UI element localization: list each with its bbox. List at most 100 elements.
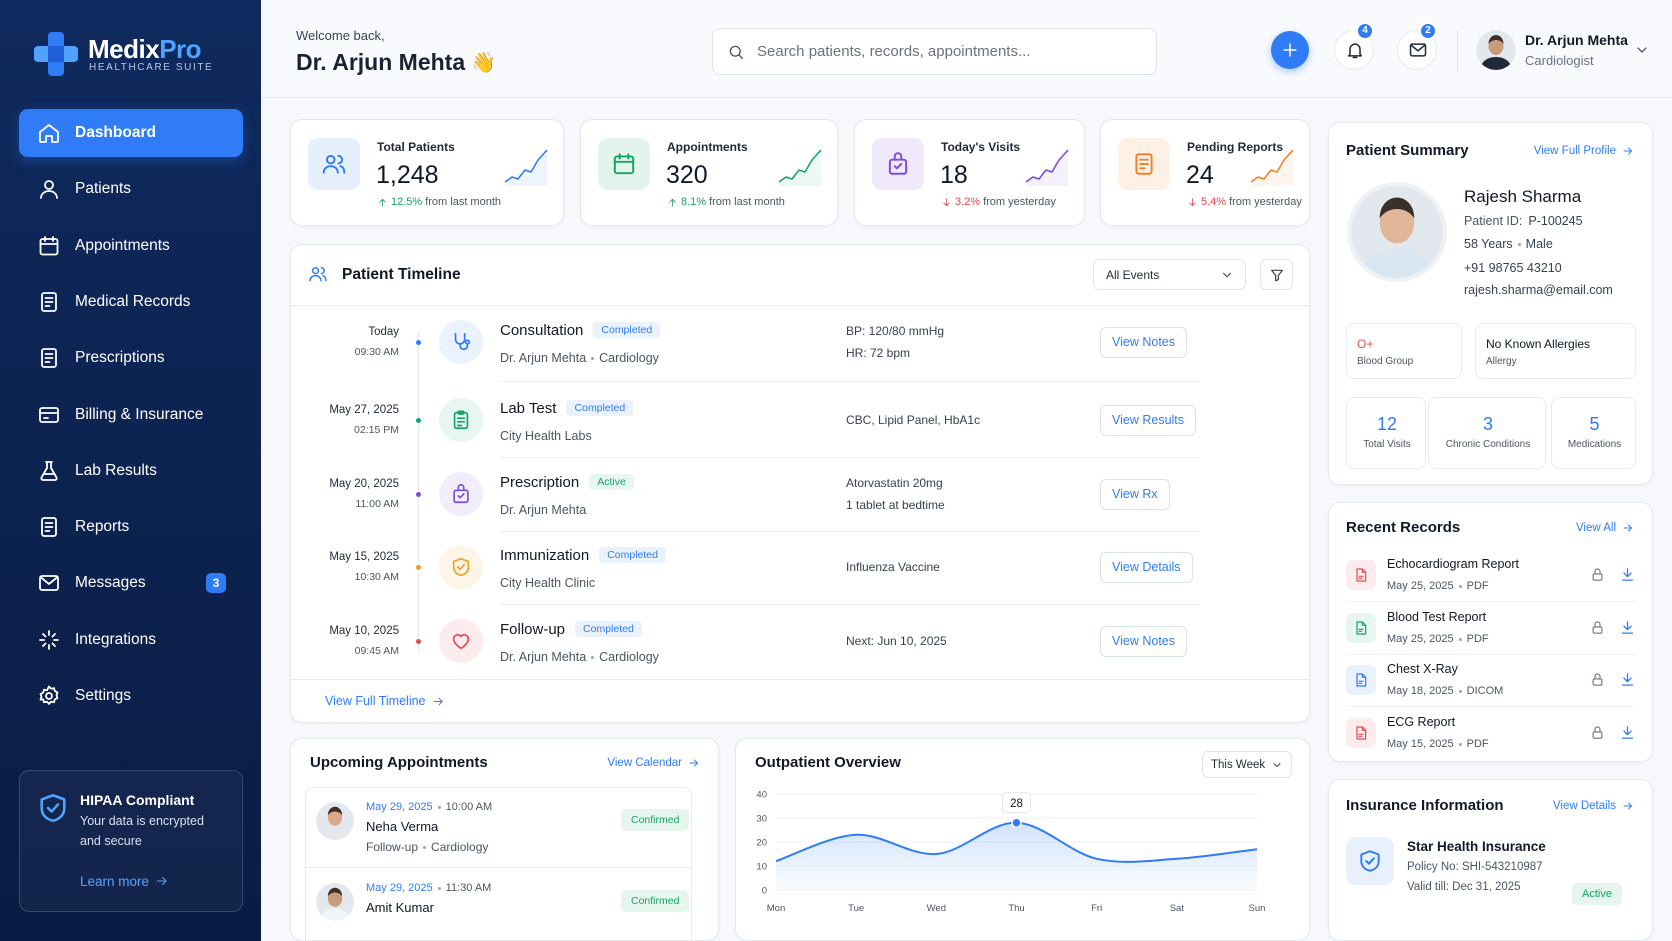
event-icon — [439, 320, 483, 364]
hipaa-text: Your data is encrypted and secure — [80, 814, 204, 848]
lock-icon — [1592, 673, 1603, 686]
appointments-card: Upcoming Appointments View Calendar May 29… — [290, 738, 719, 941]
event-sub-text: Dr. Arjun Mehta — [500, 503, 587, 517]
nav-item[interactable]: Appointments — [19, 222, 243, 270]
appointment-sub-text: Follow-up — [366, 840, 419, 854]
mail-button[interactable] — [1397, 30, 1437, 70]
patient-avatar — [316, 883, 354, 921]
event-action[interactable]: View Notes — [1100, 327, 1187, 358]
count-label: Medications — [1567, 439, 1622, 450]
nav-icon — [39, 406, 59, 423]
search-box[interactable]: Search patients, records, appointments..… — [712, 28, 1157, 75]
patient-link[interactable]: View Full Profile — [1534, 141, 1634, 161]
chevron-icon — [1222, 272, 1232, 278]
allergy-label: Allergy — [1486, 356, 1517, 367]
patient-gender: Male — [1525, 237, 1553, 251]
record-name: ECG Report — [1387, 715, 1456, 729]
search-icon — [729, 45, 744, 60]
icon-part — [44, 296, 54, 307]
count-value: 12 — [1376, 414, 1398, 434]
nav-item[interactable]: Settings — [19, 672, 243, 720]
nav-item[interactable]: Integrations — [19, 616, 243, 664]
stat-value: 24 — [1186, 161, 1214, 189]
icon-part — [44, 522, 54, 532]
icon-part — [39, 237, 59, 255]
insurance-card: Insurance Information View Details Star He… — [1328, 779, 1653, 941]
insurance-link[interactable]: View Details — [1553, 796, 1634, 816]
icon-part — [1621, 726, 1634, 739]
event-action[interactable]: View Results — [1100, 405, 1197, 436]
event-action[interactable]: View Details — [1100, 552, 1193, 583]
icon-part — [778, 149, 822, 183]
sparkline — [1025, 149, 1069, 186]
records-link[interactable]: View All — [1576, 518, 1634, 538]
mail-icon — [1409, 43, 1427, 57]
filter-value: All Events — [1106, 268, 1160, 282]
insurance-title: Insurance Information — [1346, 797, 1504, 814]
timeline-link[interactable]: View Full Timeline — [325, 691, 445, 711]
hipaa-link[interactable]: Learn more — [80, 871, 169, 891]
separator-dot — [591, 356, 595, 360]
icon-part — [1222, 272, 1232, 278]
event-detail: Influenza Vaccine — [846, 560, 940, 574]
count-badge: 2 — [1419, 22, 1437, 40]
icon-part — [452, 557, 470, 577]
icon-part — [319, 908, 351, 921]
nav-item[interactable]: Patients — [19, 165, 243, 213]
record-glyph — [1356, 568, 1367, 582]
blood-value: O+ — [1357, 337, 1374, 351]
row-divider — [1346, 654, 1637, 655]
stat-glyph — [1135, 153, 1153, 175]
allergy-box: No Known Allergies Allergy — [1475, 323, 1636, 379]
record-meta: May 25, 2025 PDF — [1387, 629, 1489, 649]
stat-value: 18 — [940, 161, 968, 189]
record-date: May 25, 2025 — [1387, 580, 1454, 592]
plus-icon — [1283, 43, 1297, 57]
event-heading: Immunization Completed — [500, 545, 666, 565]
count-box: 5 Medications — [1551, 397, 1636, 469]
icon-part — [888, 158, 908, 175]
filter-dropdown[interactable]: All Events — [1093, 259, 1246, 290]
separator-dot — [1517, 242, 1521, 246]
stat-card: Total Patients 1,248 12.5% from last month — [290, 119, 564, 226]
event-action[interactable]: View Rx — [1100, 479, 1170, 510]
welcome-name: Dr. Arjun Mehta 👋 — [296, 47, 496, 77]
icon-part — [39, 575, 59, 592]
appointments-link[interactable]: View Calendar — [607, 753, 700, 773]
record-icon — [1346, 613, 1376, 643]
event-action[interactable]: View Notes — [1100, 626, 1187, 657]
row-divider — [305, 867, 692, 868]
nav-item[interactable]: Lab Results — [19, 447, 243, 495]
nav-item[interactable]: Messages 3 — [19, 559, 243, 607]
nav-item[interactable]: Reports — [19, 503, 243, 551]
nav-item[interactable]: Billing & Insurance — [19, 391, 243, 439]
icon-part — [943, 197, 950, 206]
filter-icon — [1271, 269, 1283, 282]
nav-item[interactable]: Prescriptions — [19, 334, 243, 382]
value-label: 28 — [1010, 798, 1023, 810]
nav-icon — [39, 685, 59, 705]
nav-item[interactable]: Medical Records — [19, 278, 243, 326]
stat-card: Pending Reports 24 5.4% from yesterday — [1100, 119, 1310, 226]
user-name: Dr. Arjun Mehta — [1525, 32, 1628, 48]
nav-item[interactable]: Dashboard — [19, 109, 243, 157]
add-button[interactable] — [1271, 31, 1309, 69]
nav-badge: 3 — [206, 573, 226, 594]
icon-part — [505, 150, 547, 186]
icon-part — [1592, 731, 1603, 739]
arrow-icon — [1623, 524, 1632, 532]
icon-part — [41, 291, 57, 312]
icon-part — [613, 155, 635, 175]
patient-photo — [1351, 186, 1443, 278]
stat-note: from yesterday — [983, 196, 1056, 208]
download-icon — [1621, 568, 1634, 581]
nav-icon — [41, 517, 57, 537]
x-tick-label: Tue — [848, 903, 864, 914]
filter-button[interactable] — [1260, 259, 1293, 290]
appointment-when: May 29, 2025 11:30 AM — [366, 878, 491, 898]
icon-part — [320, 267, 327, 282]
period-dropdown[interactable]: This Week — [1202, 751, 1292, 778]
timeline-dot — [416, 639, 421, 644]
stat-change: 3.2% — [955, 196, 981, 208]
event-sub-text: City Health Labs — [500, 429, 592, 443]
